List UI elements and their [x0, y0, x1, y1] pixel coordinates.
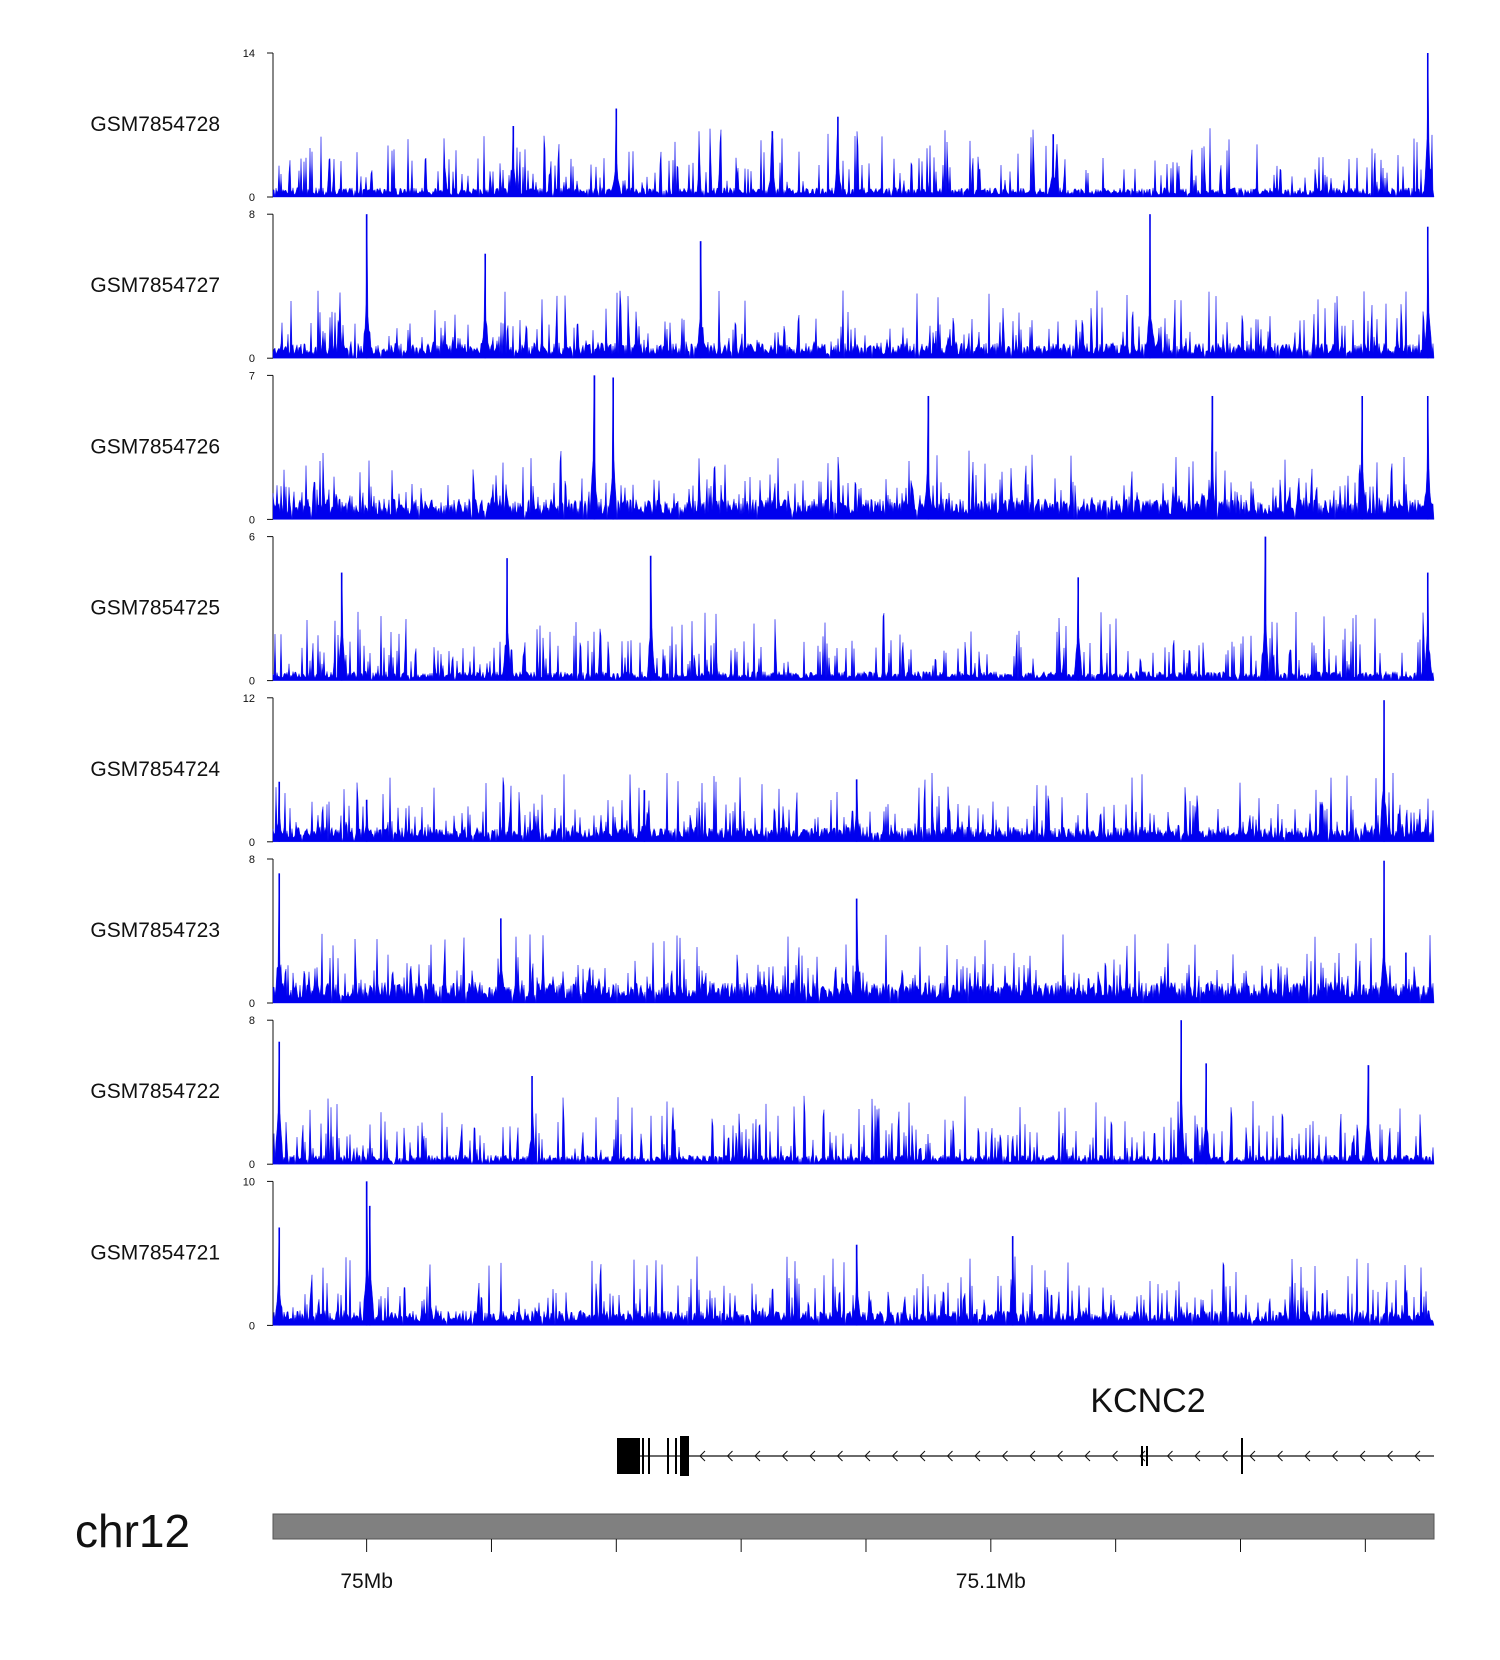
- track-gsm7854728: GSM7854728 14 0: [90, 48, 1435, 204]
- strand-arrow: [1359, 1450, 1366, 1462]
- strand-arrow: [781, 1450, 788, 1462]
- strand-arrow: [836, 1450, 843, 1462]
- gene-exon: [1241, 1438, 1243, 1474]
- y-axis: 10 0: [243, 1176, 274, 1332]
- y-max-label: 12: [243, 693, 255, 705]
- track-label: GSM7854723: [90, 919, 220, 942]
- y-min-label: 0: [249, 192, 255, 204]
- strand-arrow: [699, 1450, 706, 1462]
- strand-arrow: [974, 1450, 981, 1462]
- y-axis: 14 0: [243, 48, 274, 204]
- strand-arrow: [891, 1450, 898, 1462]
- y-min-label: 0: [249, 837, 255, 849]
- x-tick-label: 75Mb: [340, 1570, 393, 1593]
- gene-exon: [1146, 1446, 1148, 1466]
- y-axis: 12 0: [243, 693, 274, 849]
- x-tick-label: 75.1Mb: [956, 1570, 1026, 1593]
- gene-exon: [1141, 1446, 1143, 1466]
- chromosome-axis: chr12 75Mb 75.1Mb: [75, 1505, 1435, 1593]
- track-label: GSM7854727: [90, 274, 220, 297]
- strand-arrow: [1276, 1450, 1283, 1462]
- y-axis: 80: [249, 209, 274, 365]
- gene-name: KCNC2: [1090, 1382, 1205, 1420]
- signal-area: [272, 1020, 1435, 1165]
- y-min-label: 0: [249, 514, 255, 526]
- y-axis: 80: [249, 854, 274, 1010]
- y-max-label: 6: [249, 532, 255, 544]
- track-label: GSM7854724: [90, 758, 220, 781]
- strand-arrow: [1194, 1450, 1201, 1462]
- y-min-label: 0: [249, 353, 255, 365]
- gene-exon: [675, 1438, 677, 1474]
- gene-exon: [667, 1438, 669, 1474]
- y-max-label: 8: [249, 1015, 255, 1027]
- y-min-label: 0: [249, 998, 255, 1010]
- track-label: GSM7854728: [90, 113, 220, 136]
- strand-arrow: [1056, 1450, 1063, 1462]
- strand-arrow: [1001, 1450, 1008, 1462]
- gene-exon: [617, 1438, 640, 1474]
- signal-area: [272, 52, 1435, 198]
- y-axis: 80: [249, 1015, 274, 1171]
- strand-arrow: [864, 1450, 871, 1462]
- track-label: GSM7854721: [90, 1241, 220, 1264]
- y-max-label: 14: [243, 48, 255, 60]
- strand-arrow: [726, 1450, 733, 1462]
- strand-arrow: [809, 1450, 816, 1462]
- signal-area: [272, 375, 1435, 520]
- signal-area: [272, 860, 1435, 1004]
- y-max-label: 8: [249, 209, 255, 221]
- strand-arrow: [946, 1450, 953, 1462]
- chromosome-bar: [272, 1513, 1435, 1540]
- strand-arrow: [1029, 1450, 1036, 1462]
- y-axis: 60: [249, 532, 274, 688]
- y-max-label: 10: [243, 1176, 255, 1188]
- strand-arrow: [1166, 1450, 1173, 1462]
- strand-arrow: [1304, 1450, 1311, 1462]
- signal-area: [272, 536, 1435, 682]
- strand-arrow: [1221, 1450, 1228, 1462]
- track-label: GSM7854725: [90, 597, 220, 620]
- strand-arrow: [1111, 1450, 1118, 1462]
- y-axis: 70: [249, 370, 274, 526]
- strand-arrow: [1414, 1450, 1421, 1462]
- track-label: GSM7854726: [90, 435, 220, 458]
- gene-exon: [642, 1438, 644, 1474]
- y-min-label: 0: [249, 676, 255, 688]
- strand-arrow: [754, 1450, 761, 1462]
- y-min-label: 0: [249, 1320, 255, 1332]
- strand-arrow: [1331, 1450, 1338, 1462]
- track-gsm7854721: GSM7854721 10 0: [90, 1176, 1435, 1332]
- gene-exon: [680, 1436, 689, 1476]
- chromosome-label: chr12: [75, 1505, 190, 1557]
- y-max-label: 7: [249, 370, 255, 382]
- strand-arrow: [1084, 1450, 1091, 1462]
- track-gsm7854724: GSM7854724 12 0: [90, 693, 1435, 849]
- gene-track: KCNC2: [617, 1382, 1434, 1476]
- strand-arrow: [1249, 1450, 1256, 1462]
- gene-exon: [648, 1438, 650, 1474]
- signal-area: [272, 1181, 1435, 1326]
- y-max-label: 8: [249, 854, 255, 866]
- track-label: GSM7854722: [90, 1080, 220, 1103]
- y-min-label: 0: [249, 1159, 255, 1171]
- signal-area: [272, 214, 1435, 359]
- strand-arrow: [1386, 1450, 1393, 1462]
- signal-area: [272, 700, 1435, 842]
- strand-arrow: [919, 1450, 926, 1462]
- strand-arrow: [1139, 1450, 1146, 1462]
